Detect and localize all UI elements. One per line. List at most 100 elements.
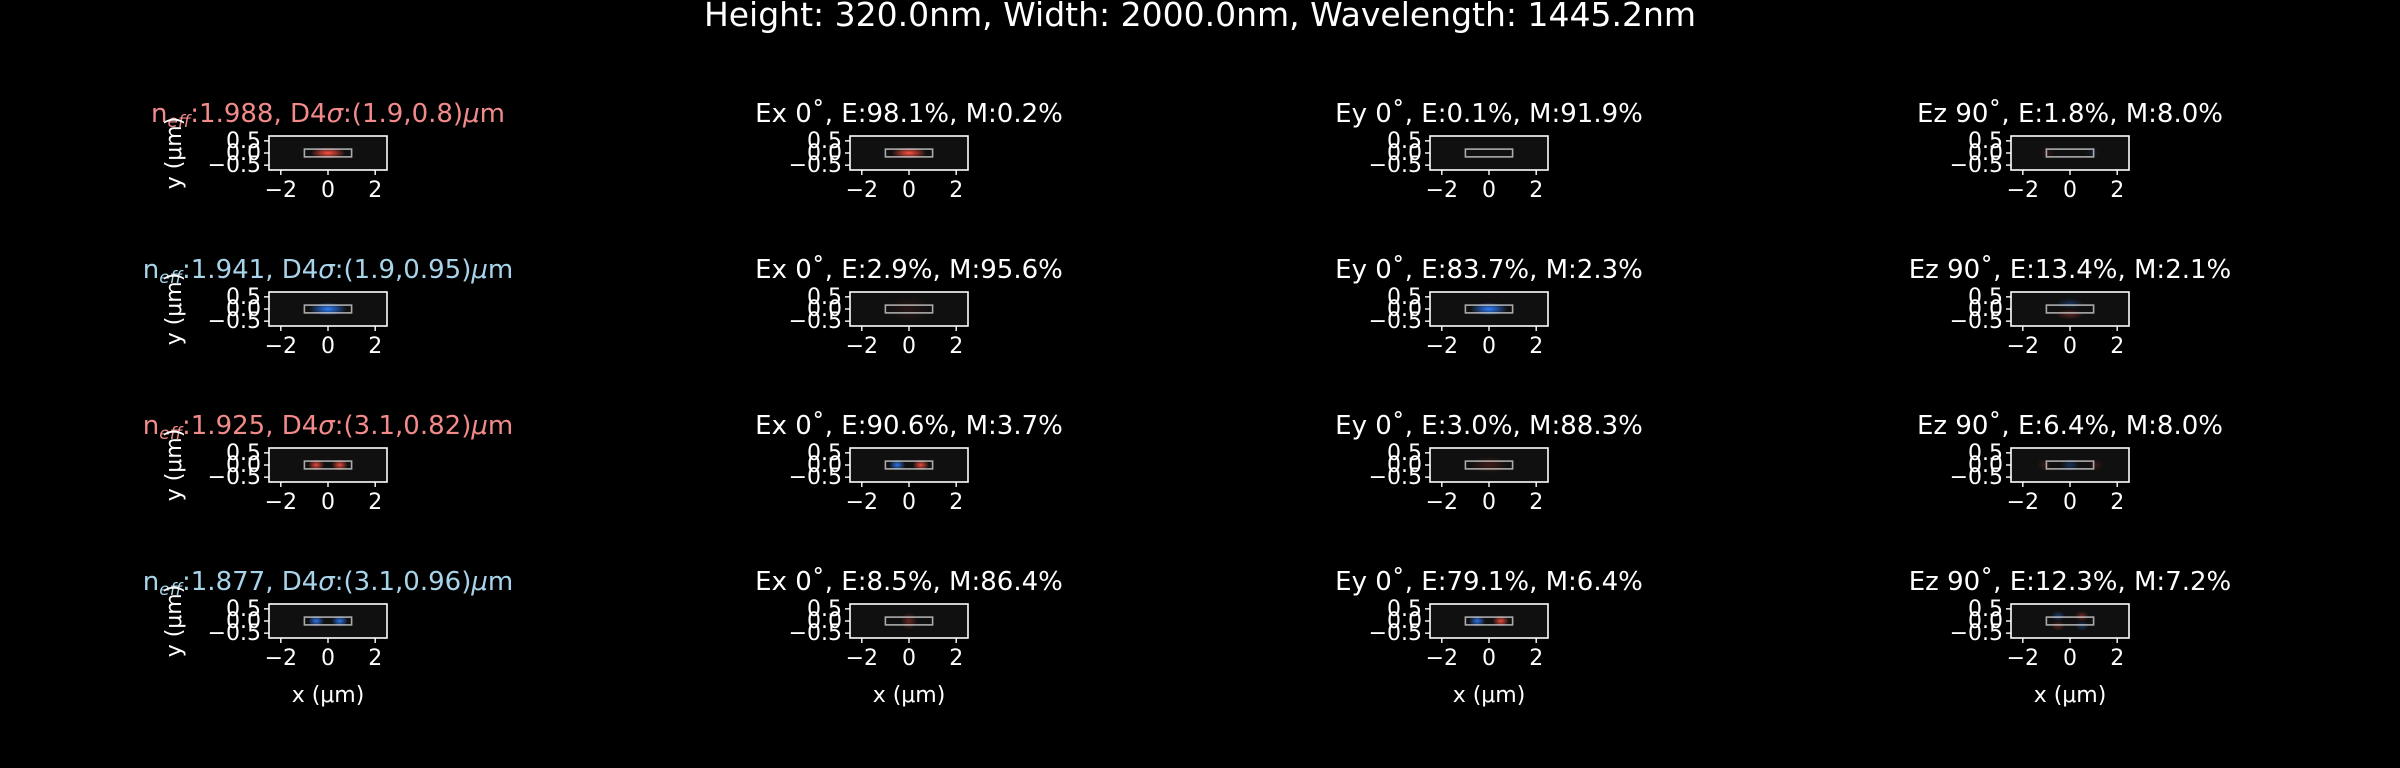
core-outline xyxy=(303,616,353,626)
x-tick-label: 2 xyxy=(2110,178,2124,203)
y-tick-label: 0.5 xyxy=(226,441,261,466)
y-tick-label: 0.0 xyxy=(1968,609,2003,634)
y-tick-label: 0.0 xyxy=(1968,297,2003,322)
y-axis-label: y (μm) xyxy=(162,117,187,190)
x-tick-label: 2 xyxy=(2110,646,2124,671)
y-tick-label: −0.5 xyxy=(1369,153,1422,178)
y-tick-label: 0.5 xyxy=(1387,597,1422,622)
axes-background xyxy=(1430,604,1548,638)
field-lobe xyxy=(2055,309,2085,320)
intensity-panel: neff:1.941, D4σ:(1.9,0.95)μm −2 0 2 0.50.0−0… xyxy=(143,255,513,359)
x-tick-label: −2 xyxy=(2007,490,2039,515)
core-outline xyxy=(1464,616,1514,626)
field-panel: Ez 90˚, E:13.4%, M:2.1% −2 0 2 0.50.0−0.5 xyxy=(1909,255,2232,359)
x-axis-label: x (μm) xyxy=(292,683,365,708)
x-tick-label: 0 xyxy=(2063,646,2077,671)
x-tick-label: 2 xyxy=(1529,178,1543,203)
y-tick-label: 0.5 xyxy=(807,285,842,310)
x-tick-label: 0 xyxy=(2063,334,2077,359)
x-tick-label: 2 xyxy=(368,646,382,671)
x-tick-label: −2 xyxy=(846,334,878,359)
x-tick-label: −2 xyxy=(2007,334,2039,359)
y-tick-label: −0.5 xyxy=(1369,309,1422,334)
field-panel-title: Ey 0˚, E:83.7%, M:2.3% xyxy=(1335,255,1643,285)
field-panel-title: Ez 90˚, E:6.4%, M:8.0% xyxy=(1917,411,2223,441)
field-lobe xyxy=(307,459,325,471)
x-tick-label: 2 xyxy=(949,646,963,671)
y-tick-label: −0.5 xyxy=(789,465,842,490)
x-tick-label: 0 xyxy=(321,178,335,203)
x-tick-label: 0 xyxy=(1482,334,1496,359)
core-outline xyxy=(1464,304,1514,314)
y-tick-label: 0.5 xyxy=(226,285,261,310)
field-lobe xyxy=(2074,620,2089,632)
y-axis-label: y (μm) xyxy=(162,585,187,658)
x-tick-label: 2 xyxy=(2110,334,2124,359)
x-tick-label: 2 xyxy=(1529,646,1543,671)
y-tick-label: 0.0 xyxy=(807,141,842,166)
field-panel: Ex 0˚, E:98.1%, M:0.2% −2 0 2 0.50.0−0.5 xyxy=(755,99,1063,203)
y-axis-label: y (μm) xyxy=(162,429,187,502)
x-tick-label: 2 xyxy=(2110,490,2124,515)
axes-background xyxy=(850,448,968,482)
field-lobe xyxy=(900,612,918,630)
y-tick-label: 0.0 xyxy=(1387,453,1422,478)
field-panel-title: Ex 0˚, E:8.5%, M:86.4% xyxy=(755,567,1063,597)
axes-background xyxy=(2011,136,2129,170)
field-panel: Ex 0˚, E:8.5%, M:86.4% −2 0 2 0.50.0−0.5 x (μ… xyxy=(755,567,1063,708)
x-tick-label: 0 xyxy=(1482,490,1496,515)
x-tick-label: 0 xyxy=(902,490,916,515)
field-lobe xyxy=(887,295,931,323)
core-outline xyxy=(2045,148,2095,158)
field-panel: Ex 0˚, E:2.9%, M:95.6% −2 0 2 0.50.0−0.5 xyxy=(755,255,1063,359)
field-panel-title: Ey 0˚, E:0.1%, M:91.9% xyxy=(1335,99,1643,129)
x-tick-label: −2 xyxy=(1426,334,1458,359)
field-panel: Ez 90˚, E:6.4%, M:8.0% −2 0 2 0.50.0−0.5 xyxy=(1917,411,2223,515)
y-tick-label: 0.0 xyxy=(807,609,842,634)
y-tick-label: 0.5 xyxy=(1968,441,2003,466)
core-outline xyxy=(884,616,934,626)
y-tick-label: 0.5 xyxy=(226,129,261,154)
x-tick-label: 0 xyxy=(321,646,335,671)
intensity-panel: neff:1.877, D4σ:(3.1,0.96)μm −2 0 2 0.50.0−0… xyxy=(143,567,513,708)
x-tick-label: −2 xyxy=(846,178,878,203)
intensity-panel-title: neff:1.877, D4σ:(3.1,0.96)μm xyxy=(143,567,513,600)
field-lobe xyxy=(2051,620,2066,632)
field-panel-title: Ez 90˚, E:1.8%, M:8.0% xyxy=(1917,99,2223,129)
y-tick-label: 0.5 xyxy=(1968,597,2003,622)
x-tick-label: −2 xyxy=(2007,646,2039,671)
field-panel: Ey 0˚, E:79.1%, M:6.4% −2 0 2 0.50.0−0.5 x (μ… xyxy=(1335,567,1643,708)
field-panel-title: Ez 90˚, E:12.3%, M:7.2% xyxy=(1909,567,2232,597)
x-tick-label: 0 xyxy=(902,334,916,359)
field-panel-title: Ex 0˚, E:90.6%, M:3.7% xyxy=(755,411,1063,441)
y-tick-label: 0.5 xyxy=(1968,285,2003,310)
y-tick-label: 0.5 xyxy=(1968,129,2003,154)
y-tick-label: 0.0 xyxy=(1387,141,1422,166)
field-panel-title: Ey 0˚, E:3.0%, M:88.3% xyxy=(1335,411,1643,441)
x-tick-label: 2 xyxy=(1529,334,1543,359)
x-axis-label: x (μm) xyxy=(1453,683,1526,708)
y-tick-label: 0.0 xyxy=(1387,297,1422,322)
x-tick-label: 2 xyxy=(368,490,382,515)
x-tick-label: 2 xyxy=(949,490,963,515)
y-tick-label: −0.5 xyxy=(789,153,842,178)
field-lobe xyxy=(1492,615,1510,627)
figure-suptitle: Height: 320.0nm, Width: 2000.0nm, Wavele… xyxy=(704,0,1696,34)
axes-background xyxy=(1430,136,1548,170)
x-tick-label: 0 xyxy=(1482,178,1496,203)
x-tick-label: 0 xyxy=(321,490,335,515)
field-lobe xyxy=(331,459,349,471)
y-tick-label: 0.5 xyxy=(1387,285,1422,310)
y-tick-label: −0.5 xyxy=(208,465,261,490)
field-panel: Ex 0˚, E:90.6%, M:3.7% −2 0 2 0.50.0−0.5 xyxy=(755,411,1063,515)
field-lobe xyxy=(1468,615,1486,627)
core-outline xyxy=(303,304,353,314)
intensity-panel: neff:1.925, D4σ:(3.1,0.82)μm −2 0 2 0.50.0−0… xyxy=(143,411,513,515)
x-tick-label: 2 xyxy=(368,178,382,203)
field-lobe xyxy=(912,459,930,471)
core-outline xyxy=(884,148,934,158)
y-tick-label: 0.0 xyxy=(226,609,261,634)
x-tick-label: −2 xyxy=(846,490,878,515)
field-panel: Ey 0˚, E:0.1%, M:91.9% −2 0 2 0.50.0−0.5 xyxy=(1335,99,1643,203)
